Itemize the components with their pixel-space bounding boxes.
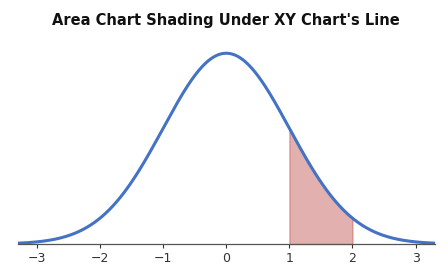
Title: Area Chart Shading Under XY Chart's Line: Area Chart Shading Under XY Chart's Line: [52, 13, 400, 28]
